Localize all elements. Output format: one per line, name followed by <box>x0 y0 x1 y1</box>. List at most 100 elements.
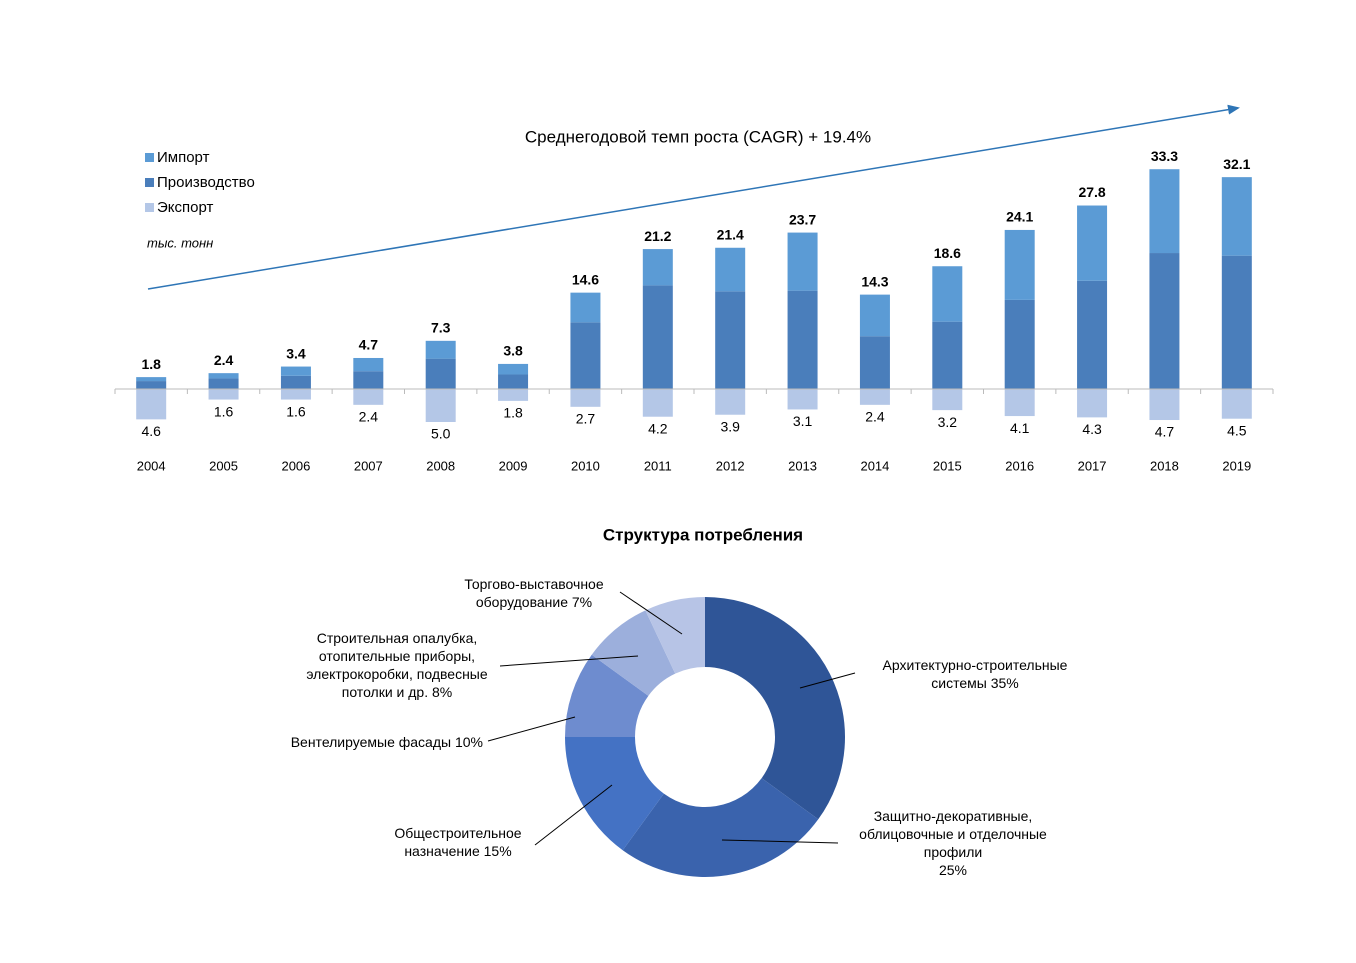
slice-value: 8% <box>432 684 452 700</box>
bar-segment <box>715 291 746 389</box>
legend-swatch <box>145 153 154 162</box>
legend-label: Импорт <box>157 149 210 166</box>
export-label: 3.1 <box>793 413 813 429</box>
bar-segment <box>1077 280 1108 389</box>
label-line: системы <box>931 675 990 691</box>
x-tick-label: 2010 <box>571 458 600 473</box>
export-label: 3.9 <box>720 418 740 434</box>
total-label: 33.3 <box>1151 148 1178 164</box>
x-tick-label: 2014 <box>860 458 889 473</box>
legend-swatch <box>145 203 154 212</box>
export-label: 4.5 <box>1227 422 1247 438</box>
bar-segment <box>208 389 239 400</box>
bar-segment <box>280 366 311 376</box>
bar-segment <box>1004 299 1035 389</box>
bar-segment <box>425 389 456 422</box>
x-tick-label: 2007 <box>354 458 383 473</box>
bar-segment <box>787 232 818 291</box>
cagr-arrow <box>147 104 1240 290</box>
total-label: 4.7 <box>359 337 379 353</box>
bar-segment <box>642 389 673 417</box>
bar-segment <box>1149 389 1180 421</box>
bar-segment <box>498 374 529 389</box>
bar-segment <box>1077 389 1108 418</box>
slice-value: 7% <box>572 594 592 610</box>
bar-segment <box>570 322 601 389</box>
total-label: 14.6 <box>572 271 599 287</box>
bar-segment <box>498 363 529 375</box>
slice-value: 25% <box>939 862 967 878</box>
total-label: 27.8 <box>1078 184 1105 200</box>
total-label: 3.4 <box>286 345 306 361</box>
leader-line <box>619 591 683 635</box>
bar-segment <box>208 373 239 379</box>
label-line: профили <box>924 844 982 860</box>
cagr-annotation: Среднегодовой темп роста (CAGR) + 19.4% <box>525 127 871 146</box>
total-label: 24.1 <box>1006 209 1033 225</box>
total-label: 3.8 <box>503 343 523 359</box>
donut-slice <box>565 737 664 851</box>
slice-label: Общестроительное назначение 15% <box>394 825 521 859</box>
label-line: Общестроительное <box>394 825 521 841</box>
bar-segment <box>1004 389 1035 417</box>
x-tick-label: 2017 <box>1078 458 1107 473</box>
export-label: 4.2 <box>648 420 668 436</box>
leader-line <box>721 839 839 844</box>
export-label: 1.6 <box>214 403 234 419</box>
bar-segment <box>353 371 384 389</box>
leader-line <box>499 655 639 667</box>
bar-segment <box>1221 389 1252 419</box>
label-line: облицовочные и отделочные <box>859 826 1047 842</box>
total-label: 21.2 <box>644 228 671 244</box>
bar-segment <box>787 290 818 389</box>
donut-slice <box>645 597 705 674</box>
slice-label: Строительная опалубка, отопительные прибо… <box>306 630 488 700</box>
bar-segment <box>1149 169 1180 254</box>
bar-segment <box>353 389 384 405</box>
export-label: 4.7 <box>1155 424 1175 440</box>
x-tick-label: 2019 <box>1222 458 1251 473</box>
slice-label: Архитектурно-строительные системы 35% <box>883 657 1068 691</box>
bar-segment <box>280 375 311 389</box>
bar-segment <box>715 389 746 415</box>
donut-slice <box>622 778 819 877</box>
slice-label: Защитно-декоративные, облицовочные и отде… <box>859 808 1047 878</box>
export-label: 5.0 <box>431 426 451 442</box>
x-tick-label: 2008 <box>426 458 455 473</box>
leader-line <box>487 716 576 742</box>
bar-segment <box>136 377 167 382</box>
leader-line <box>799 672 856 689</box>
export-label: 4.1 <box>1010 420 1030 436</box>
unit-label: тыс. тонн <box>147 235 213 250</box>
x-tick-label: 2018 <box>1150 458 1179 473</box>
bar-segment <box>932 321 963 389</box>
export-label: 1.8 <box>503 405 523 421</box>
export-label: 2.7 <box>576 411 596 427</box>
bar-segment <box>859 336 890 389</box>
donut-slice <box>565 654 649 737</box>
bar-segment <box>425 340 456 359</box>
bar-segment <box>1221 177 1252 256</box>
bar-segment <box>859 294 890 337</box>
bar-segment <box>1077 205 1108 281</box>
slice-label: Вентелируемые фасады 10% <box>291 734 483 750</box>
bar-segment <box>353 357 384 372</box>
total-label: 23.7 <box>789 211 816 227</box>
slice-value: 15% <box>484 843 512 859</box>
label-line: Торгово-выставочное <box>464 576 603 592</box>
donut-slice <box>591 610 676 696</box>
legend-swatch <box>145 178 154 187</box>
bar-segment <box>1149 253 1180 389</box>
bar-segment <box>136 381 167 389</box>
bar-segment <box>787 389 818 410</box>
bar-segment <box>1004 229 1035 300</box>
total-label: 14.3 <box>861 273 888 289</box>
x-tick-label: 2004 <box>137 458 166 473</box>
total-label: 2.4 <box>214 352 234 368</box>
total-label: 21.4 <box>717 226 744 242</box>
slice-label: Торгово-выставочное оборудование 7% <box>464 576 603 610</box>
total-label: 7.3 <box>431 320 451 336</box>
bar-segment <box>715 247 746 292</box>
export-label: 1.6 <box>286 403 306 419</box>
